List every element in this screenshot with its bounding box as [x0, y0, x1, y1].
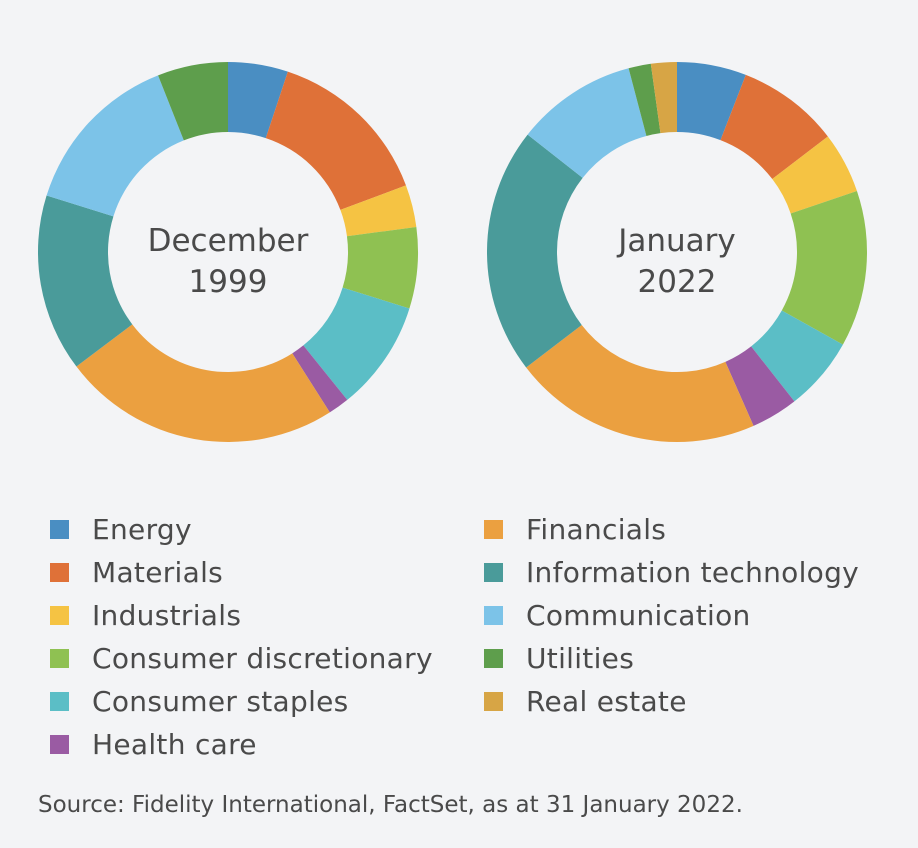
- legend-item-utilities: Utilities: [484, 637, 859, 680]
- legend-label: Consumer staples: [92, 685, 349, 718]
- slice-information-technology: [38, 195, 133, 367]
- slice-industrials: [340, 185, 417, 237]
- legend-right-column: Financials Information technology Commun…: [484, 508, 859, 723]
- center-label-line-2: 1999: [189, 264, 268, 300]
- legend-label: Materials: [92, 556, 224, 589]
- legend-label: Real estate: [526, 685, 687, 718]
- slice-energy: [677, 62, 746, 141]
- legend-swatch: [50, 563, 69, 582]
- donut-chart-december-1999: December 1999: [38, 62, 418, 443]
- legend-swatch: [484, 606, 503, 625]
- slice-consumer-discretionary: [342, 227, 418, 309]
- legend-item-information-technology: Information technology: [484, 551, 859, 594]
- slice-consumer-staples: [303, 287, 410, 400]
- donut-charts: December 1999 January 2022: [38, 62, 867, 443]
- legend-swatch: [50, 649, 69, 668]
- legend-swatch: [484, 520, 503, 539]
- legend-item-consumer-staples: Consumer staples: [50, 680, 433, 723]
- legend-swatch: [50, 735, 69, 754]
- slice-consumer-discretionary: [781, 191, 867, 345]
- legend-item-health-care: Health care: [50, 723, 433, 766]
- center-label-line-1: December: [148, 223, 309, 259]
- slice-energy: [228, 62, 288, 139]
- legend-label: Consumer discretionary: [92, 642, 433, 675]
- center-label-line-2: 2022: [638, 264, 717, 300]
- legend-swatch: [484, 649, 503, 668]
- legend-label: Utilities: [526, 642, 635, 675]
- legend-swatch: [484, 692, 503, 711]
- slice-materials: [265, 71, 406, 210]
- slice-consumer-staples: [751, 310, 843, 402]
- legend-left-column: Energy Materials Industrials Consumer di…: [50, 508, 433, 766]
- slice-communication: [46, 75, 184, 217]
- legend-item-real-estate: Real estate: [484, 680, 859, 723]
- legend-label: Information technology: [526, 556, 860, 589]
- slice-communication: [527, 68, 647, 178]
- legend-swatch: [50, 520, 69, 539]
- source-note: Source: Fidelity International, FactSet,…: [38, 792, 743, 818]
- legend-item-consumer-discretionary: Consumer discretionary: [50, 637, 433, 680]
- legend-swatch: [484, 563, 503, 582]
- legend-label: Industrials: [92, 599, 242, 632]
- slice-utilities: [158, 62, 228, 141]
- legend-label: Health care: [92, 728, 257, 761]
- legend-swatch: [50, 692, 69, 711]
- slice-health-care: [292, 345, 348, 413]
- slice-utilities: [628, 63, 661, 136]
- legend-item-financials: Financials: [484, 508, 859, 551]
- slice-real-estate: [650, 62, 677, 134]
- slice-materials: [720, 74, 828, 180]
- slice-financials: [76, 324, 330, 443]
- donut-chart-january-2022: January 2022: [487, 62, 867, 442]
- slice-information-technology: [487, 134, 583, 368]
- legend-label: Communication: [526, 599, 751, 632]
- slice-health-care: [725, 346, 795, 426]
- center-label-line-1: January: [616, 223, 736, 259]
- slice-financials: [526, 324, 754, 442]
- legend-label: Energy: [92, 513, 192, 546]
- legend-label: Financials: [526, 513, 667, 546]
- legend-item-energy: Energy: [50, 508, 433, 551]
- legend-item-communication: Communication: [484, 594, 859, 637]
- legend-item-materials: Materials: [50, 551, 433, 594]
- legend-item-industrials: Industrials: [50, 594, 433, 637]
- slice-industrials: [772, 136, 857, 214]
- legend-swatch: [50, 606, 69, 625]
